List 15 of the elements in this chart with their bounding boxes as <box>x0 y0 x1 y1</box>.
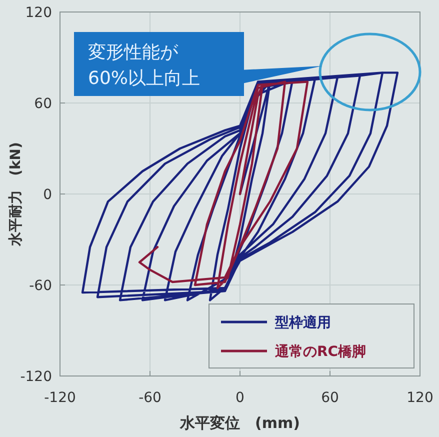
x-axis-title: 水平変位 (mm) <box>179 414 300 432</box>
y-tick-label: 0 <box>43 187 52 203</box>
x-tick-label: 120 <box>406 390 434 406</box>
x-tick-label: -60 <box>138 390 162 406</box>
y-tick-label: 120 <box>25 5 52 21</box>
y-tick-label: -60 <box>29 278 52 294</box>
y-axis-title: 水平耐力 (kN) <box>8 142 24 247</box>
y-tick-label: -120 <box>20 369 52 385</box>
x-tick-label: 0 <box>236 390 244 406</box>
x-tick-label: -120 <box>44 390 76 406</box>
annotation: 変形性能が 60%以上向上 <box>88 42 200 89</box>
y-tick-label: 60 <box>34 96 52 112</box>
legend-label: 通常のRC橋脚 <box>274 343 366 360</box>
legend-label: 型枠適用 <box>274 314 331 331</box>
x-tick-label: 60 <box>321 390 339 406</box>
